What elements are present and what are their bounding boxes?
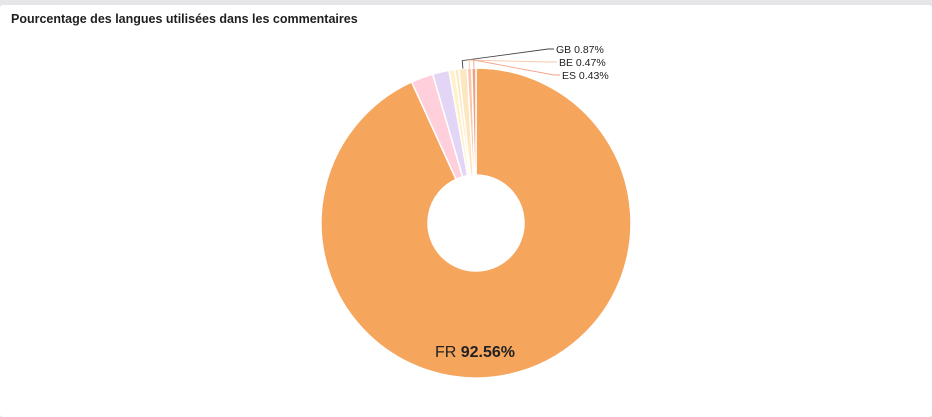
donut-chart: FR 92.56% GB 0.87%BE 0.47%ES 0.43% xyxy=(320,44,632,379)
slice-label-fr-name: FR xyxy=(435,344,461,361)
leader-line-gb xyxy=(461,48,554,69)
chart-card: Pourcentage des langues utilisées dans l… xyxy=(0,5,932,417)
leader-line-es xyxy=(473,59,560,76)
slice-label-fr: FR 92.56% xyxy=(435,344,515,361)
chart-title: Pourcentage des langues utilisées dans l… xyxy=(11,12,358,26)
slice-label-be: BE 0.47% xyxy=(559,57,606,69)
slice-label-gb: GB 0.87% xyxy=(556,44,604,56)
leader-line-be xyxy=(468,59,557,69)
donut-slice-fr[interactable] xyxy=(320,67,632,379)
slice-label-fr-value: 92.56% xyxy=(461,344,515,361)
slice-label-es: ES 0.43% xyxy=(562,70,609,82)
donut-slice-es[interactable] xyxy=(471,67,477,176)
